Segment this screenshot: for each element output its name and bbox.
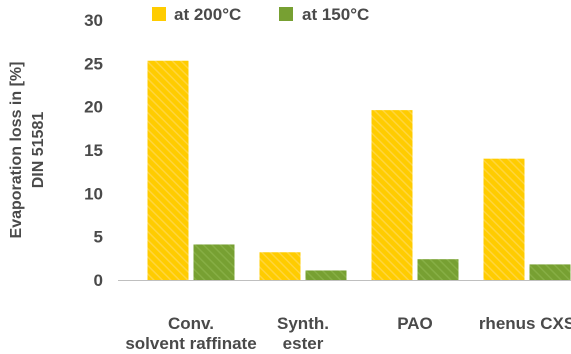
- y-tick-label: 20: [84, 98, 103, 117]
- y-tick-label: 30: [84, 11, 103, 30]
- x-tick-label-line: ester: [283, 334, 324, 353]
- x-tick-label-line: Conv.: [168, 314, 214, 333]
- bar: [147, 60, 189, 280]
- bar: [371, 110, 413, 280]
- y-axis: 0 5 10 15 20 25 30: [84, 11, 103, 290]
- x-tick-label-line: solvent raffinate: [125, 334, 256, 353]
- y-axis-title-line: DIN 51581: [30, 112, 47, 189]
- legend-swatch: [279, 7, 293, 21]
- x-tick-label: Synth. ester: [277, 314, 329, 353]
- y-axis-title: Evaporation loss in [%] DIN 51581: [8, 62, 47, 239]
- y-tick-label: 25: [84, 54, 103, 73]
- y-tick-label: 10: [84, 184, 103, 203]
- y-tick-label: 15: [84, 141, 103, 160]
- legend: at 200°C at 150°C: [152, 5, 369, 24]
- x-tick-label: Conv. solvent raffinate: [125, 314, 256, 353]
- y-axis-title-line: Evaporation loss in [%]: [8, 62, 25, 239]
- y-tick-label: 5: [94, 228, 103, 247]
- bar: [483, 158, 525, 280]
- x-tick-label-line: rhenus CXS: [479, 314, 571, 333]
- legend-label: at 150°C: [302, 5, 369, 24]
- bar: [529, 264, 571, 280]
- x-tick-label-line: Synth.: [277, 314, 329, 333]
- x-tick-label: rhenus CXS: [479, 314, 571, 333]
- bar: [193, 244, 235, 280]
- legend-swatch: [152, 7, 166, 21]
- y-tick-label: 0: [94, 271, 103, 290]
- x-tick-label-line: PAO: [397, 314, 433, 333]
- legend-label: at 200°C: [174, 5, 241, 24]
- bar: [305, 270, 347, 280]
- bar: [259, 252, 301, 280]
- bar: [417, 259, 459, 280]
- x-axis: Conv. solvent raffinate Synth. ester PAO rhen…: [118, 280, 571, 353]
- bars: [147, 60, 571, 280]
- x-tick-label: PAO: [397, 314, 433, 333]
